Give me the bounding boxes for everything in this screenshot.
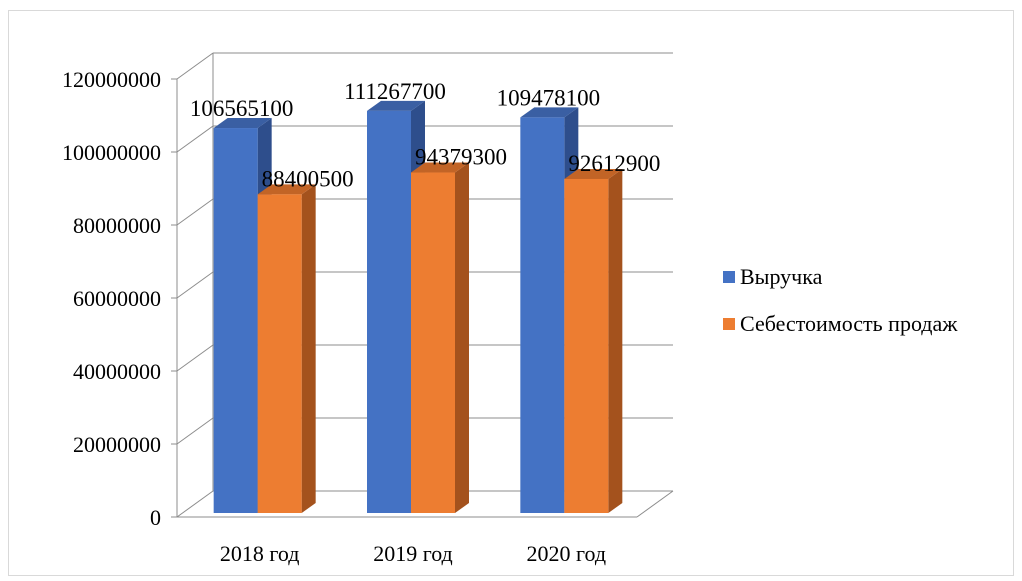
bar-2020-год-cost [564, 168, 623, 513]
data-label: 94379300 [415, 145, 507, 170]
bar-side [301, 184, 316, 513]
legend: Выручка Себестоимость продаж [723, 264, 958, 336]
y-tick-label: 0 [150, 505, 161, 530]
bar-top [213, 118, 272, 129]
bar-front [411, 172, 455, 513]
floor-right-edge [636, 490, 674, 518]
bar-top [257, 184, 316, 195]
bar-chart-3d: 0 20000000 40000000 60000000 80000000 1000000… [62, 52, 958, 566]
gridline-side [176, 417, 214, 445]
y-tick-label: 40000000 [73, 359, 161, 384]
data-label: 92612900 [568, 151, 660, 176]
bar-front [520, 117, 565, 513]
x-category-label: 2018 год [220, 541, 300, 566]
data-label: 106565100 [190, 96, 294, 121]
bar-front [213, 128, 258, 513]
legend-label: Выручка [740, 264, 823, 289]
legend-swatch [723, 271, 735, 283]
bar-top [564, 168, 623, 179]
x-axis-category-labels: 2018 год 2019 год 2020 год [220, 541, 606, 566]
gridline-side [176, 344, 214, 372]
y-tick-label: 60000000 [73, 286, 161, 311]
x-category-label: 2019 год [373, 541, 453, 566]
bars [213, 100, 623, 513]
gridline-side [176, 490, 214, 518]
data-label: 111267700 [344, 79, 446, 104]
y-tick-label: 120000000 [62, 67, 161, 92]
bar-side [608, 168, 623, 513]
gridline-side [176, 271, 214, 299]
bar-top [520, 107, 579, 118]
data-labels: 106565100 88400500 111267700 94379300 109478… [190, 79, 660, 191]
legend-label: Себестоимость продаж [740, 311, 958, 336]
bar-front [367, 110, 411, 513]
gridline-side [176, 52, 214, 80]
gridline-side [176, 125, 214, 153]
bar-2018-год-cost [257, 184, 316, 513]
chart-area: 0 20000000 40000000 60000000 80000000 1000000… [8, 10, 1014, 576]
gridline-side [176, 198, 214, 226]
data-label: 88400500 [262, 166, 354, 191]
y-tick-label: 100000000 [62, 140, 161, 165]
bar-top [367, 100, 425, 111]
x-category-label: 2020 год [527, 541, 607, 566]
legend-swatch [723, 318, 735, 330]
data-label: 109478100 [497, 85, 601, 110]
bar-front [564, 178, 609, 513]
y-tick-label: 80000000 [73, 213, 161, 238]
bar-top [411, 162, 469, 173]
y-tick-label: 20000000 [73, 432, 161, 457]
bar-front [257, 194, 302, 513]
y-axis-tick-labels: 0 20000000 40000000 60000000 80000000 1000000… [62, 67, 161, 530]
bar-side [455, 162, 469, 513]
bar-2019-год-cost [411, 162, 469, 513]
